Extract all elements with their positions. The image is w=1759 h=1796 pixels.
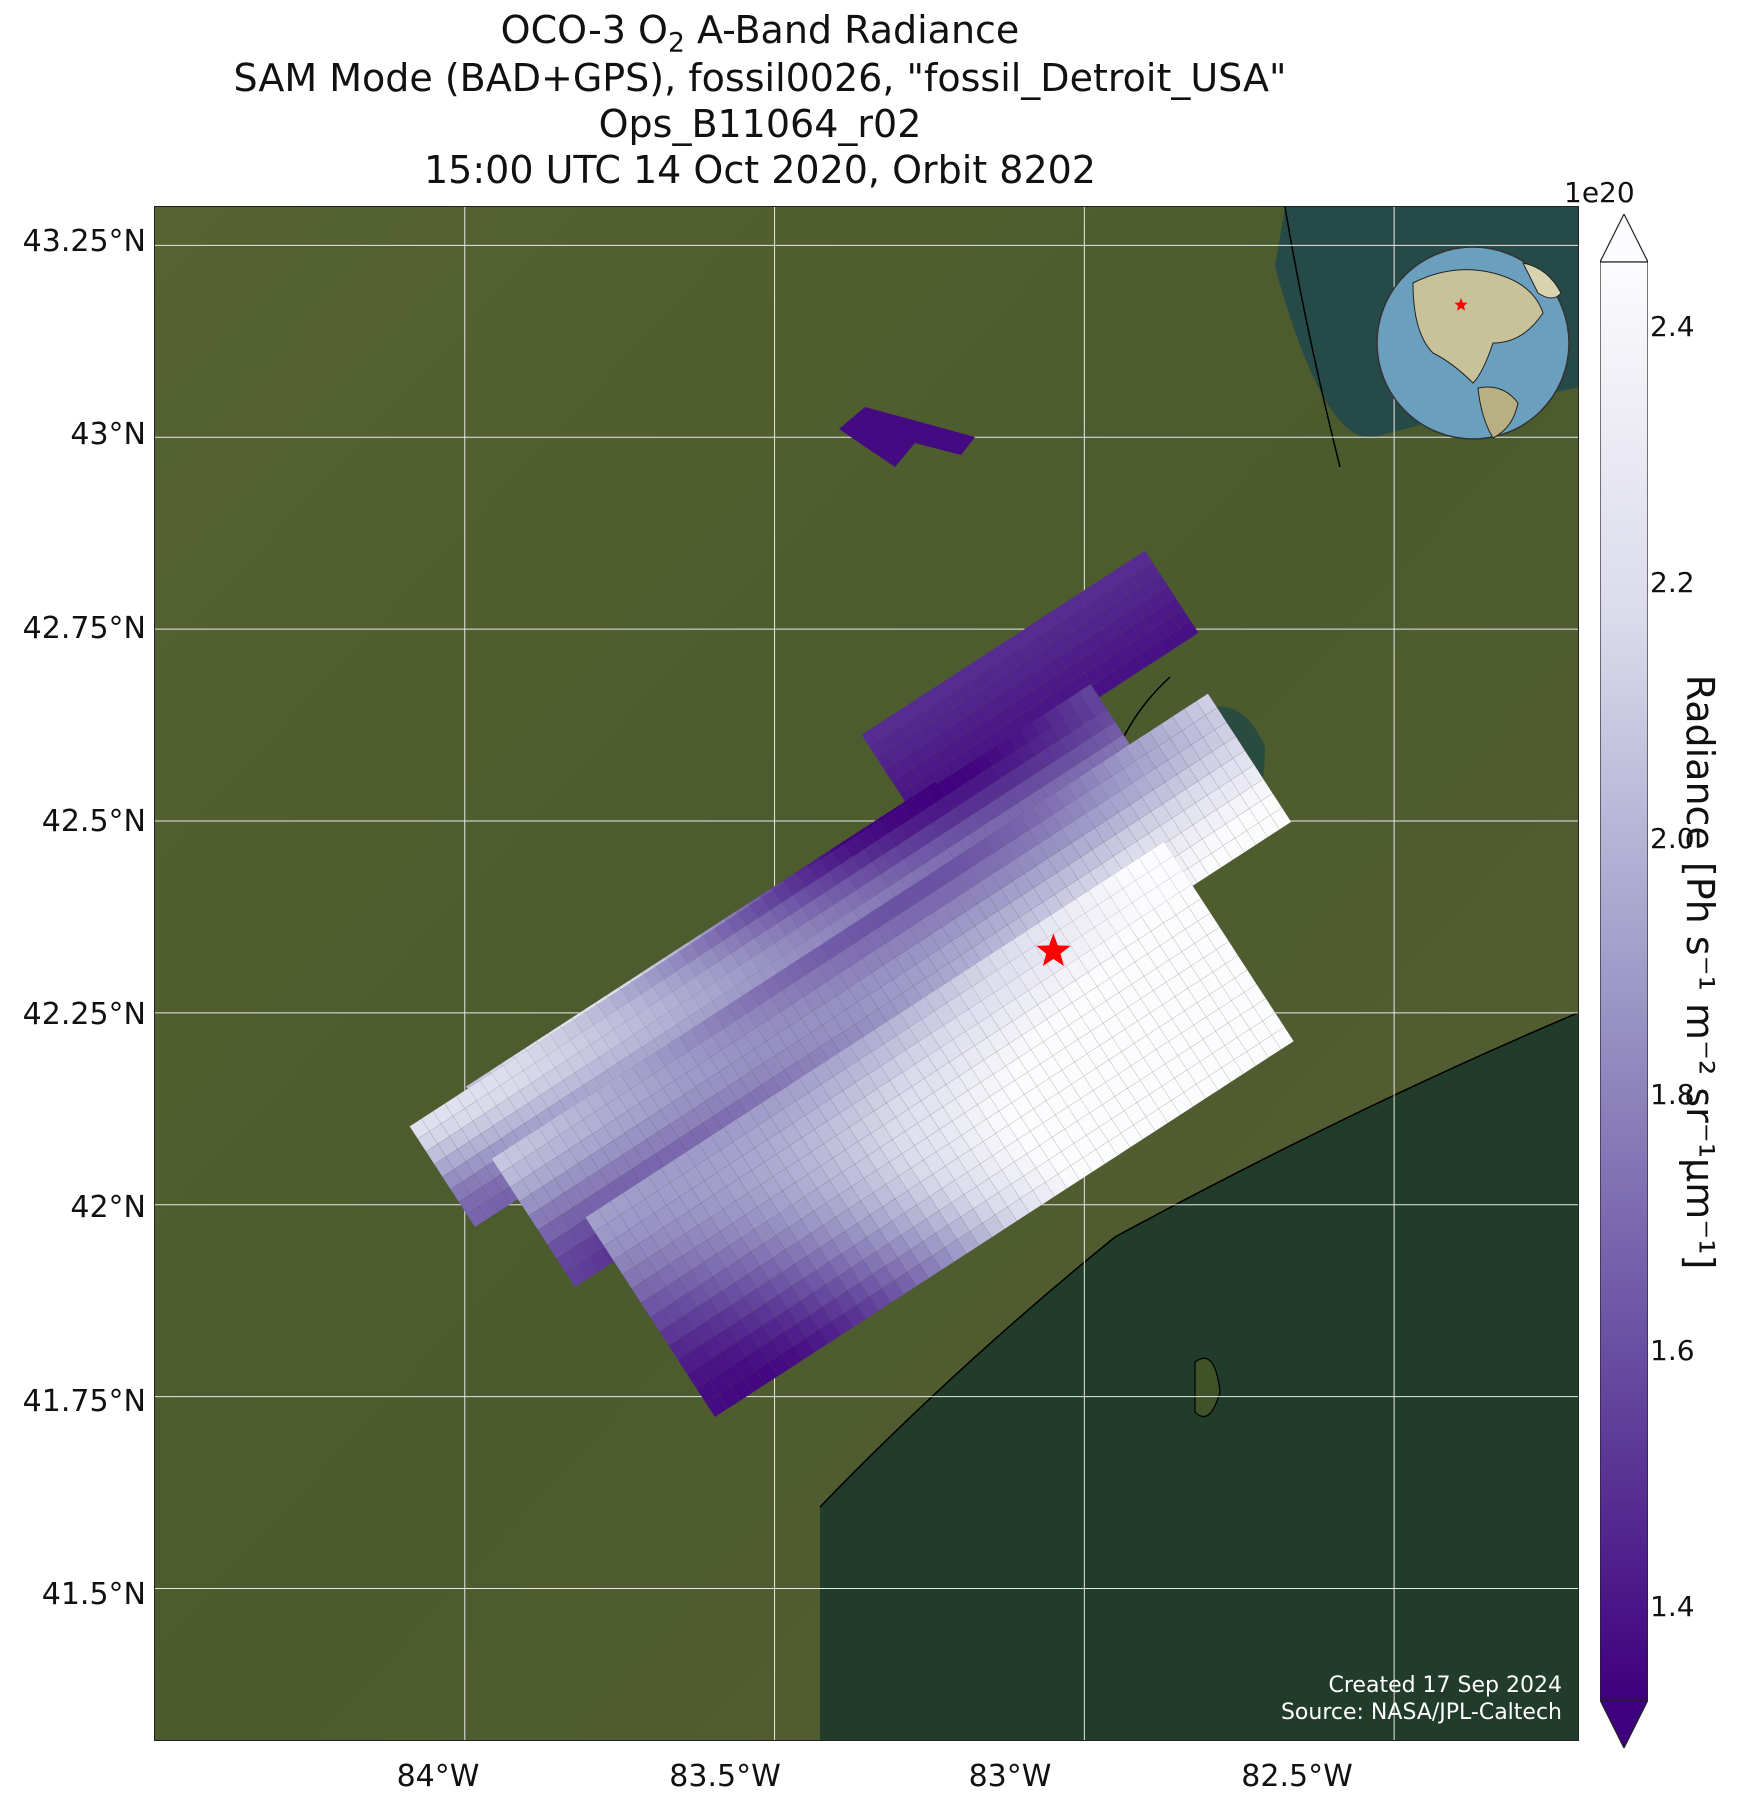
lat-tick-42-25: 42.25°N [22, 997, 146, 1032]
credit-created: Created 17 Sep 2024 [1328, 1673, 1563, 1698]
colorbar-label: Radiance [Ph s⁻¹ m⁻² sr⁻¹μm⁻¹] [1678, 674, 1722, 1270]
title-line-3: Ops_B11064_r02 [598, 102, 922, 146]
swath-pixel [1195, 693, 1218, 716]
lon-tick-82-5: 82.5°W [1241, 1759, 1353, 1794]
cbar-tick-2-2: 2.2 [1650, 566, 1695, 599]
colorbar-extend-max [1600, 214, 1648, 263]
lat-tick-42-5: 42.5°N [41, 804, 146, 839]
lat-tick-42: 42°N [70, 1190, 146, 1225]
cbar-tick-2-4: 2.4 [1650, 310, 1695, 343]
lon-tick-83: 83°W [968, 1759, 1052, 1794]
lat-tick-41-75: 41.75°N [22, 1384, 146, 1419]
map-svg [155, 207, 1578, 1740]
cbar-tick-1-4: 1.4 [1650, 1590, 1695, 1623]
lat-tick-43: 43°N [70, 417, 146, 452]
swath-pixel [1151, 841, 1174, 865]
map-panel[interactable]: Created 17 Sep 2024 Source: NASA/JPL-Cal… [154, 206, 1579, 1741]
shoreline-huron [1284, 207, 1341, 468]
title-line-2: SAM Mode (BAD+GPS), fossil0026, "fossil_… [233, 56, 1287, 100]
title-line-1: OCO-3 O2 A-Band Radiance [0, 8, 1520, 66]
credit-text: Created 17 Sep 2024 Source: NASA/JPL-Cal… [1281, 1672, 1562, 1726]
credit-source: Source: NASA/JPL-Caltech [1280, 1700, 1562, 1725]
lat-tick-43-25: 43.25°N [22, 224, 146, 259]
colorbar-extend-min [1600, 1699, 1648, 1748]
target-star-marker[interactable] [1036, 933, 1071, 967]
globe-north-america [1412, 269, 1544, 384]
lon-tick-84: 84°W [396, 1759, 480, 1794]
colorbar [1600, 214, 1648, 1748]
colorbar-exponent: 1e20 [1564, 176, 1635, 209]
shoreline-erie [819, 1012, 1578, 1508]
globe-south-america [1477, 386, 1519, 439]
cbar-tick-1-6: 1.6 [1650, 1334, 1695, 1367]
cbar-tick-2-0: 2.0 [1650, 822, 1695, 855]
swath-pixel [1078, 683, 1100, 705]
title-subscript: 2 [667, 27, 685, 59]
globe-inset [1376, 246, 1570, 440]
cbar-tick-1-8: 1.8 [1650, 1078, 1695, 1111]
radiance-swath [409, 407, 1294, 1418]
globe-star-icon [1454, 298, 1468, 311]
title-prefix: OCO-3 O [500, 8, 668, 52]
title-line-4: 15:00 UTC 14 Oct 2020, Orbit 8202 [424, 148, 1096, 192]
island [1194, 1357, 1221, 1417]
lat-tick-41-5: 41.5°N [41, 1577, 146, 1612]
swath-pixel [1133, 550, 1153, 570]
swath-fragment [839, 407, 975, 467]
globe-greenland [1522, 262, 1562, 299]
colorbar-gradient [1600, 261, 1648, 1701]
lat-tick-42-75: 42.75°N [22, 611, 146, 646]
lon-tick-83-5: 83.5°W [669, 1759, 781, 1794]
title-suffix: A-Band Radiance [684, 8, 1020, 52]
